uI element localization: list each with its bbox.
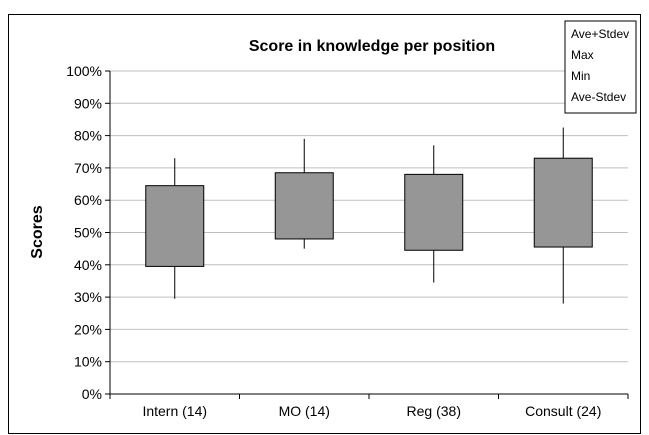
y-tick-label: 90% [74, 95, 102, 111]
stdev-box [404, 173, 464, 251]
x-tick-label: Reg (38) [407, 403, 461, 419]
x-axis-ticks: Intern (14) MO (14) Reg (38) Consult (24) [109, 394, 629, 419]
chart-title: Score in knowledge per position [249, 38, 495, 55]
x-tick-label: Consult (24) [525, 403, 601, 419]
stdev-box [533, 157, 593, 248]
box-group [404, 145, 464, 283]
box-group [533, 127, 593, 304]
legend-entry: Min [571, 69, 590, 83]
legend-box [564, 20, 637, 114]
stdev-box [274, 172, 334, 240]
legend-entry: Max [571, 48, 594, 62]
y-tick-label: 100% [66, 63, 102, 79]
y-tick-label: 30% [74, 289, 102, 305]
y-axis-ticks: 0% 10% 20% 30% 40% 50% 60% 70% 80% 90% 100% [66, 63, 110, 402]
y-tick-label: 10% [74, 354, 102, 370]
stdev-box [145, 185, 205, 267]
boxes [145, 127, 593, 304]
legend-entry: Ave-Stdev [571, 90, 626, 104]
y-tick-label: 20% [74, 321, 102, 337]
y-tick-label: 70% [74, 160, 102, 176]
legend: Ave+Stdev Max Min Ave-Stdev [564, 20, 637, 114]
legend-entry: Ave+Stdev [571, 27, 629, 41]
x-tick-label: MO (14) [279, 403, 330, 419]
y-tick-label: 60% [74, 192, 102, 208]
y-tick-label: 0% [82, 386, 102, 402]
y-axis-label: Scores [29, 205, 46, 258]
y-tick-label: 40% [74, 257, 102, 273]
box-group [145, 158, 205, 299]
y-tick-label: 50% [74, 225, 102, 241]
x-tick-label: Intern (14) [142, 403, 207, 419]
box-group [274, 138, 334, 249]
y-tick-label: 80% [74, 128, 102, 144]
